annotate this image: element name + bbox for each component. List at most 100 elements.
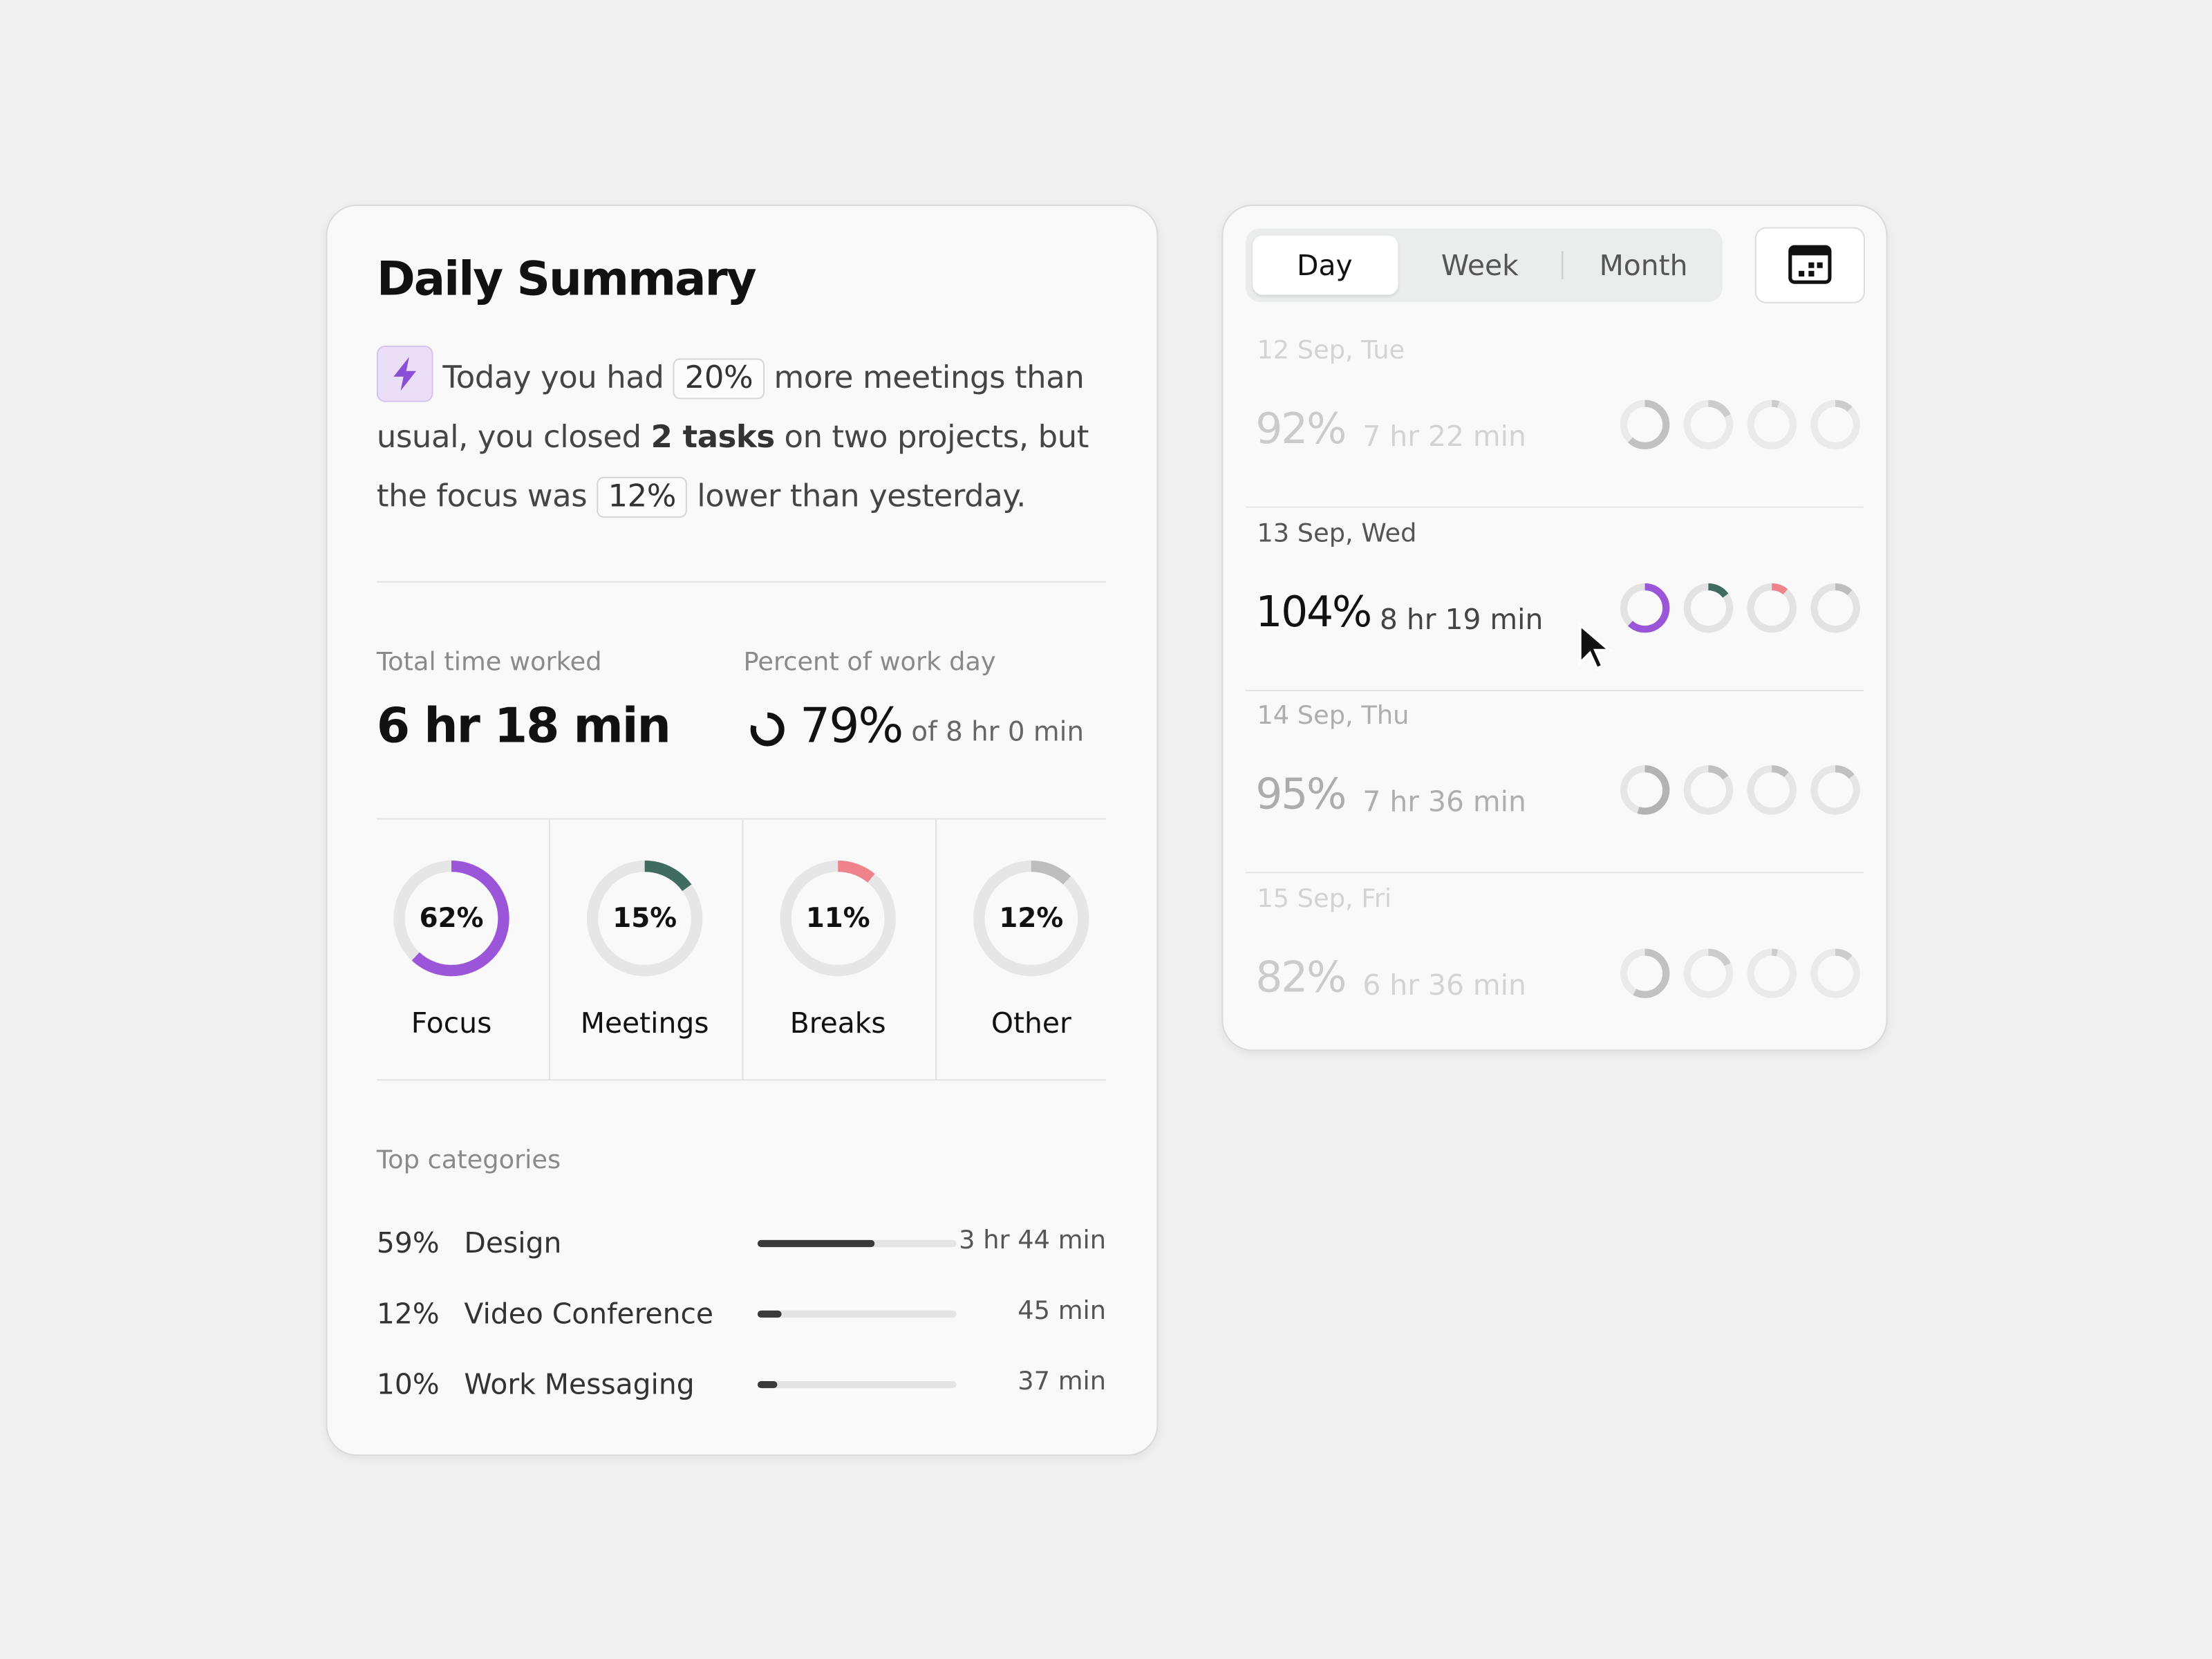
ring-track: [1810, 400, 1860, 449]
category-percent: 12%: [376, 1296, 440, 1331]
text-bold: 2 tasks: [650, 420, 775, 456]
category-ring: [780, 860, 896, 977]
history-card: Day Week Month 12 Sep, Tue 92% 7 hr 22 min 13…: [1221, 204, 1888, 1051]
ring-arc: [780, 860, 896, 977]
badge: 20%: [673, 358, 765, 400]
category-name: Meetings: [580, 1006, 709, 1040]
ring-track: [1683, 582, 1734, 632]
ring-arc: [1620, 765, 1670, 815]
calendar-button[interactable]: [1754, 227, 1865, 303]
text: more meetings than usual, you closed: [376, 361, 1085, 456]
ring-label: 62%: [419, 903, 484, 935]
category-percent: 10%: [376, 1367, 440, 1401]
day-date: 14 Sep, Thu: [1257, 701, 1409, 731]
ring-arc: [393, 860, 509, 977]
daily-summary-card: Daily Summary Today you had 20% more mee…: [326, 204, 1159, 1456]
day-duration: 7 hr 36 min: [1362, 784, 1526, 818]
ring-arc: [1810, 400, 1860, 449]
ring-arc: [750, 712, 785, 747]
category-name: Video Conference: [464, 1296, 714, 1331]
tab-bar: Day Week Month: [1246, 228, 1723, 302]
stat-label: Percent of work day: [743, 647, 996, 677]
divider: [1246, 872, 1864, 874]
day-date: 13 Sep, Wed: [1257, 518, 1417, 548]
bar-fill: [757, 1239, 875, 1248]
divider: [548, 818, 550, 1080]
ring-arc: [973, 860, 1089, 977]
day-row[interactable]: 13 Sep, Wed 104% 8 hr 19 min: [1223, 509, 1886, 691]
stat-label: Total time worked: [376, 647, 602, 677]
day-duration: 6 hr 36 min: [1362, 966, 1526, 1001]
divider: [1246, 506, 1864, 508]
day-rings: [1620, 400, 1860, 449]
category-duration: 3 hr 44 min: [959, 1226, 1106, 1256]
divider: [376, 581, 1106, 583]
stat-note: of 8 hr 0 min: [911, 716, 1085, 748]
ring-track: [1810, 582, 1860, 632]
category-percent: 59%: [376, 1226, 440, 1260]
divider: [935, 818, 937, 1080]
ring-track: [1810, 948, 1860, 997]
ring-arc: [1747, 948, 1797, 997]
category-duration: 37 min: [1018, 1367, 1106, 1397]
category-ring: [973, 860, 1089, 977]
category-name: Design: [464, 1226, 562, 1260]
category-name: Other: [991, 1006, 1071, 1040]
day-row[interactable]: 14 Sep, Thu 95% 7 hr 36 min: [1223, 691, 1886, 874]
ring-arc: [1620, 582, 1670, 632]
badge: 12%: [597, 476, 688, 518]
day-date: 12 Sep, Tue: [1257, 335, 1405, 366]
ring-arc: [586, 860, 703, 977]
divider: [742, 818, 744, 1080]
bar-track: [757, 1380, 957, 1389]
category-ring: [393, 860, 509, 977]
day-percent: 104%: [1255, 587, 1372, 637]
divider: [1246, 688, 1864, 691]
stat-value: 79%: [800, 698, 903, 755]
title: Daily Summary: [376, 251, 757, 306]
category-name: Work Messaging: [464, 1367, 695, 1401]
tab[interactable]: Day: [1297, 248, 1353, 283]
category-duration: 45 min: [1018, 1296, 1106, 1327]
bar-track: [757, 1239, 957, 1248]
ring-arc: [1747, 400, 1797, 449]
percent-ring: [750, 712, 785, 747]
category-name: Focus: [411, 1006, 492, 1040]
category-name: Breaks: [789, 1006, 886, 1040]
day-row[interactable]: 15 Sep, Fri 82% 6 hr 36 min: [1223, 874, 1886, 1056]
bar-track: [757, 1310, 957, 1318]
ring-arc: [1620, 400, 1670, 449]
ring-label: 15%: [612, 903, 677, 935]
text: Today you had: [442, 361, 664, 397]
day-duration: 8 hr 19 min: [1379, 601, 1544, 636]
day-percent: 95%: [1255, 770, 1347, 820]
ring-track: [1747, 400, 1797, 449]
ring-arc: [1683, 948, 1734, 997]
day-row[interactable]: 12 Sep, Tue 92% 7 hr 22 min: [1223, 326, 1886, 508]
section-label: Top categories: [376, 1145, 561, 1175]
tab-highlight: [1253, 235, 1398, 295]
text: on two projects, but the focus was: [376, 420, 1089, 515]
cursor: [1578, 621, 1614, 671]
tab[interactable]: Month: [1599, 248, 1688, 283]
day-rings: [1620, 948, 1860, 997]
day-percent: 82%: [1255, 953, 1347, 1002]
ring-arc: [1683, 400, 1734, 449]
ring-arc: [1747, 582, 1797, 632]
ring-arc: [1747, 765, 1797, 815]
ring-track: [1747, 765, 1797, 815]
day-rings: [1620, 765, 1860, 815]
tab-separator: [1562, 251, 1564, 280]
ring-label: 11%: [805, 903, 870, 935]
calendar-icon: [1788, 245, 1832, 284]
summary-text: Today you had 20% more meetings than usu…: [376, 345, 1110, 527]
bolt-icon: [376, 345, 433, 402]
ring-track: [1747, 582, 1797, 632]
day-duration: 7 hr 22 min: [1362, 419, 1526, 453]
bar-fill: [757, 1380, 778, 1389]
tab[interactable]: Week: [1441, 248, 1519, 283]
ring-arc: [1683, 765, 1734, 815]
bar-fill: [757, 1310, 782, 1318]
